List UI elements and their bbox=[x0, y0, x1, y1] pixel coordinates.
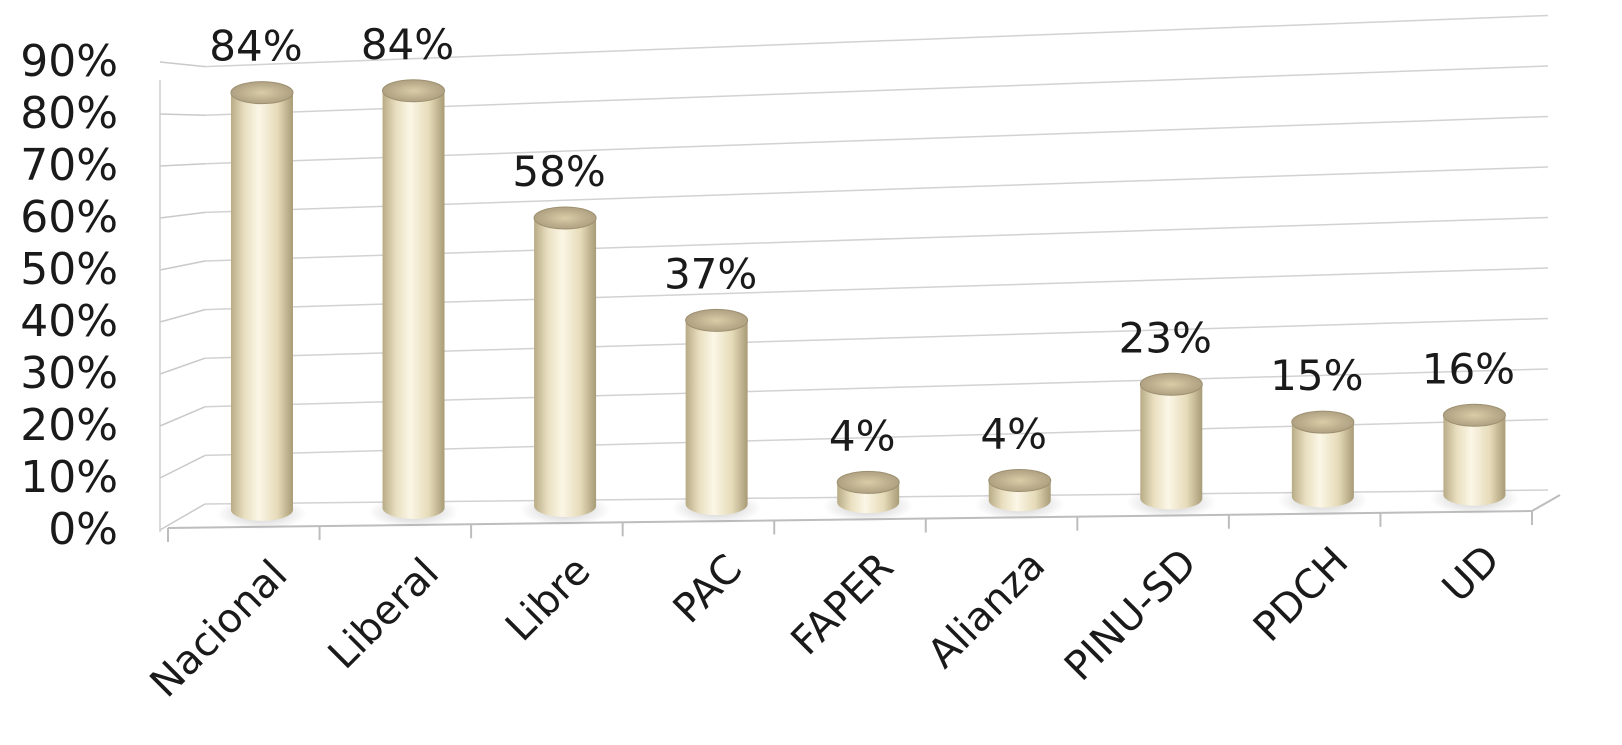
floor-edge bbox=[1531, 494, 1561, 512]
bars-layer bbox=[216, 79, 1520, 530]
bar bbox=[1140, 384, 1203, 510]
y-tick-label: 80% bbox=[20, 88, 118, 139]
gridline bbox=[204, 14, 1549, 68]
bar bbox=[685, 320, 748, 516]
bar-top bbox=[685, 308, 749, 332]
bar bbox=[1291, 422, 1354, 508]
data-label: 23% bbox=[1119, 313, 1212, 362]
y-tick-label: 50% bbox=[20, 244, 118, 295]
bar bbox=[1443, 415, 1506, 506]
gridline-wall bbox=[159, 406, 206, 427]
gridline-wall bbox=[159, 454, 206, 479]
gridline-wall bbox=[159, 260, 206, 271]
gridline-wall bbox=[159, 211, 206, 219]
category-label: FAPER bbox=[783, 544, 903, 664]
bar-top bbox=[1139, 372, 1203, 396]
bar bbox=[382, 90, 445, 519]
bar bbox=[534, 218, 597, 518]
category-label: UD bbox=[1434, 536, 1509, 611]
y-tick-label: 10% bbox=[20, 452, 118, 503]
data-label: 15% bbox=[1270, 351, 1363, 400]
category-label: Libre bbox=[497, 548, 600, 651]
category-label: PDCH bbox=[1245, 538, 1357, 650]
data-label: 58% bbox=[512, 147, 605, 196]
data-label: 84% bbox=[209, 22, 302, 71]
bar-top bbox=[382, 79, 446, 103]
category-label: Nacional bbox=[142, 552, 297, 707]
bar-top bbox=[1291, 410, 1355, 434]
data-label: 37% bbox=[664, 249, 757, 298]
bar-top bbox=[230, 81, 294, 105]
category-label: Liberal bbox=[320, 550, 448, 678]
bar-top bbox=[533, 206, 597, 230]
data-label: 4% bbox=[829, 411, 896, 460]
y-tick-label: 70% bbox=[20, 140, 118, 191]
category-label: PAC bbox=[665, 546, 751, 632]
y-tick-label: 60% bbox=[20, 192, 118, 243]
bar-top bbox=[988, 469, 1052, 493]
bar-top bbox=[836, 470, 900, 494]
category-label: PINU-SD bbox=[1056, 540, 1206, 690]
gridline-wall bbox=[159, 61, 206, 68]
category-label: Alianza bbox=[919, 542, 1054, 677]
bar-top bbox=[1442, 403, 1506, 427]
bar bbox=[230, 92, 293, 521]
y-tick-label: 40% bbox=[20, 296, 118, 347]
y-tick-label: 20% bbox=[20, 400, 118, 451]
gridline-wall bbox=[159, 113, 206, 116]
data-label: 84% bbox=[361, 20, 454, 69]
gridline-wall bbox=[159, 357, 206, 375]
gridline-wall bbox=[159, 503, 206, 531]
data-label: 4% bbox=[980, 410, 1047, 459]
y-tick-label: 30% bbox=[20, 348, 118, 399]
y-tick-label: 90% bbox=[20, 36, 118, 87]
gridline-wall bbox=[159, 308, 206, 323]
data-label: 16% bbox=[1422, 344, 1515, 393]
y-tick-label: 0% bbox=[48, 504, 118, 555]
gridline-wall bbox=[159, 163, 206, 167]
